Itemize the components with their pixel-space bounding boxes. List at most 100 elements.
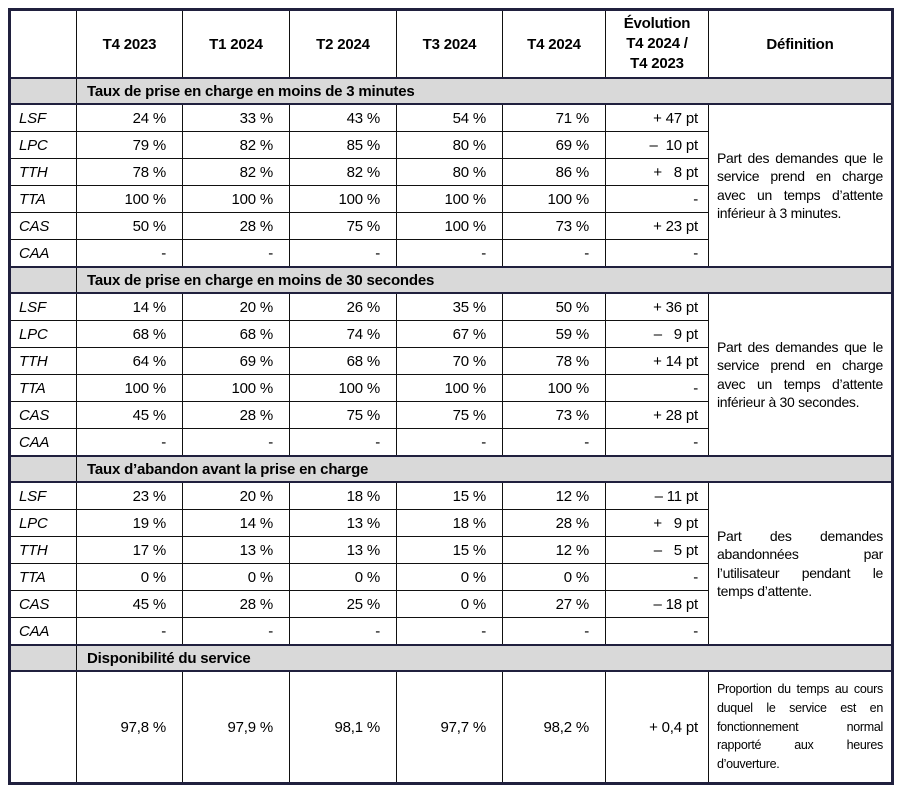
row-label-lpc: LPC <box>9 131 77 159</box>
value-cell: 19 % <box>76 509 183 537</box>
row-label-lpc: LPC <box>9 509 77 537</box>
section-header-row-section-1: Taux de prise en charge en moins de 3 mi… <box>9 77 893 105</box>
section-title-section-1: Taux de prise en charge en moins de 3 mi… <box>76 77 893 105</box>
value-cell: 100 % <box>182 374 290 402</box>
definition-cell-availability: Proportion du temps au cours duquel le s… <box>708 670 893 784</box>
value-cell: 12 % <box>502 536 606 564</box>
value-cell: 74 % <box>289 320 397 348</box>
col-header-definition: Définition <box>708 9 893 79</box>
value-cell: 20 % <box>182 292 290 321</box>
evolution-cell: + 8 pt <box>605 158 709 186</box>
evolution-cell: - <box>605 428 709 457</box>
value-cell: 73 % <box>502 212 606 240</box>
value-cell: 59 % <box>502 320 606 348</box>
section-header-spacer-cell <box>9 266 77 294</box>
row-label-cas: CAS <box>9 212 77 240</box>
row-label-lsf: LSF <box>9 292 77 321</box>
value-cell: 78 % <box>76 158 183 186</box>
value-cell: 17 % <box>76 536 183 564</box>
value-cell: 100 % <box>182 185 290 213</box>
value-cell: 67 % <box>396 320 503 348</box>
value-cell: 79 % <box>76 131 183 159</box>
col-header-t4-2024: T4 2024 <box>502 9 606 79</box>
table-row: LPC 79 % 82 % 85 % 80 % 69 % – 10 pt <box>9 131 893 159</box>
table-row: LSF 24 % 33 % 43 % 54 % 71 % + 47 pt Part des d… <box>9 103 893 268</box>
value-cell: 69 % <box>182 347 290 375</box>
section-header-spacer-cell <box>9 77 77 105</box>
value-cell: 75 % <box>396 401 503 429</box>
value-cell: 15 % <box>396 481 503 510</box>
availability-value-cell: 97,7 % <box>396 670 503 784</box>
evolution-cell: + 9 pt <box>605 509 709 537</box>
table-body: T4 2023 T1 2024 T2 2024 T3 2024 T4 2024 … <box>9 9 893 784</box>
value-cell: 0 % <box>182 563 290 591</box>
value-cell: 80 % <box>396 131 503 159</box>
availability-value-cell: 97,9 % <box>182 670 290 784</box>
value-cell: 100 % <box>289 374 397 402</box>
evolution-cell: + 28 pt <box>605 401 709 429</box>
row-label-tth: TTH <box>9 158 77 186</box>
value-cell: 78 % <box>502 347 606 375</box>
table-row: CAA - - - - - - <box>9 617 893 646</box>
table-row: TTH 78 % 82 % 82 % 80 % 86 % + 8 pt <box>9 158 893 186</box>
value-cell: 18 % <box>396 509 503 537</box>
table-row: TTH 17 % 13 % 13 % 15 % 12 % – 5 pt <box>9 536 893 564</box>
section-title-availability: Disponibilité du service <box>76 644 893 672</box>
col-header-evolution: Évolution T4 2024 / T4 2023 <box>605 9 709 79</box>
value-cell: - <box>502 428 606 457</box>
value-cell: 75 % <box>289 212 397 240</box>
value-cell: 69 % <box>502 131 606 159</box>
definition-cell-section-2: Part des demandes que le service prend e… <box>708 292 893 457</box>
table-row: CAS 50 % 28 % 75 % 100 % 73 % + 23 pt <box>9 212 893 240</box>
value-cell: - <box>396 428 503 457</box>
value-cell: 13 % <box>289 509 397 537</box>
table-row: LPC 19 % 14 % 13 % 18 % 28 % + 9 pt <box>9 509 893 537</box>
value-cell: 0 % <box>76 563 183 591</box>
evolution-cell: – 9 pt <box>605 320 709 348</box>
definition-cell-section-1: Part des demandes que le service prend e… <box>708 103 893 268</box>
value-cell: - <box>182 239 290 268</box>
value-cell: 50 % <box>502 292 606 321</box>
value-cell: 54 % <box>396 103 503 132</box>
value-cell: 18 % <box>289 481 397 510</box>
availability-evolution-cell: + 0,4 pt <box>605 670 709 784</box>
evolution-cell: + 14 pt <box>605 347 709 375</box>
value-cell: 27 % <box>502 590 606 618</box>
value-cell: - <box>502 239 606 268</box>
value-cell: 24 % <box>76 103 183 132</box>
row-label-caa: CAA <box>9 239 77 268</box>
row-label-cas: CAS <box>9 401 77 429</box>
value-cell: 26 % <box>289 292 397 321</box>
value-cell: - <box>76 617 183 646</box>
section-header-spacer-cell <box>9 455 77 483</box>
section-title-section-3: Taux d’abandon avant la prise en charge <box>76 455 893 483</box>
row-label-lsf: LSF <box>9 481 77 510</box>
row-label-tth: TTH <box>9 347 77 375</box>
value-cell: - <box>396 239 503 268</box>
section-header-row-section-2: Taux de prise en charge en moins de 30 s… <box>9 266 893 294</box>
corner-cell <box>9 9 77 79</box>
col-header-t2-2024: T2 2024 <box>289 9 397 79</box>
value-cell: 100 % <box>76 185 183 213</box>
value-cell: 23 % <box>76 481 183 510</box>
value-cell: 0 % <box>396 563 503 591</box>
value-cell: 14 % <box>182 509 290 537</box>
availability-label-cell <box>9 670 77 784</box>
value-cell: 85 % <box>289 131 397 159</box>
value-cell: 73 % <box>502 401 606 429</box>
section-title-section-2: Taux de prise en charge en moins de 30 s… <box>76 266 893 294</box>
evolution-cell: – 5 pt <box>605 536 709 564</box>
table-row: TTA 100 % 100 % 100 % 100 % 100 % - <box>9 374 893 402</box>
evolution-cell: + 23 pt <box>605 212 709 240</box>
value-cell: 0 % <box>289 563 397 591</box>
value-cell: 28 % <box>182 212 290 240</box>
row-label-lsf: LSF <box>9 103 77 132</box>
row-label-tta: TTA <box>9 374 77 402</box>
row-label-tth: TTH <box>9 536 77 564</box>
availability-row: 97,8 % 97,9 % 98,1 % 97,7 % 98,2 % + 0,4 pt Pr… <box>9 670 893 784</box>
definition-cell-section-3: Part des demandes abandonnées par l’util… <box>708 481 893 646</box>
row-label-tta: TTA <box>9 185 77 213</box>
evolution-cell: – 18 pt <box>605 590 709 618</box>
value-cell: 0 % <box>396 590 503 618</box>
value-cell: 50 % <box>76 212 183 240</box>
